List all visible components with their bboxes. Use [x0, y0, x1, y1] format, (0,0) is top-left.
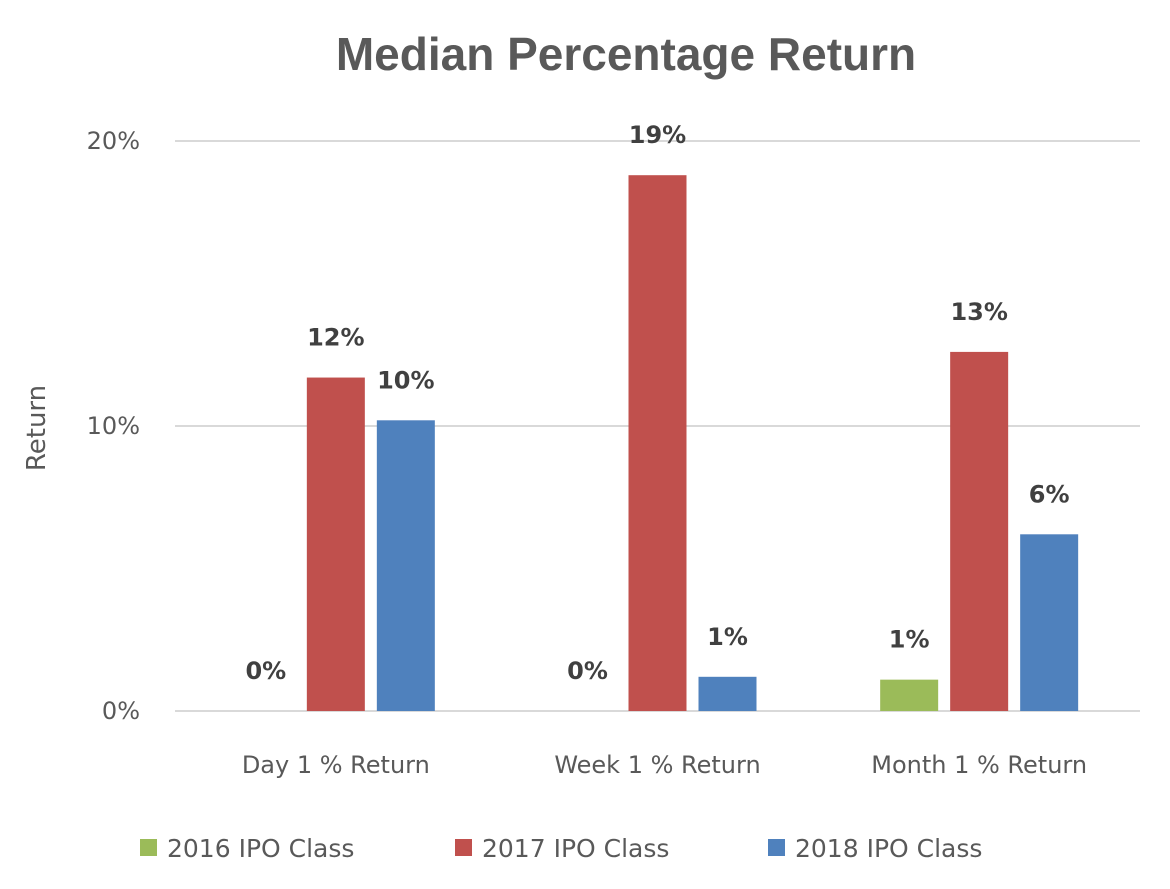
legend-swatch [768, 839, 785, 856]
data-label: 1% [707, 623, 748, 651]
x-tick-label: Day 1 % Return [242, 751, 430, 779]
x-tick-label: Month 1 % Return [871, 751, 1087, 779]
bar [950, 351, 1009, 711]
legend-label: 2018 IPO Class [795, 834, 982, 863]
data-label: 0% [245, 657, 286, 685]
bar [880, 679, 939, 711]
data-label: 13% [950, 298, 1007, 326]
legend-label: 2017 IPO Class [482, 834, 669, 863]
legend: 2016 IPO Class 2017 IPO Class 2018 IPO Cla… [140, 834, 982, 863]
bar [698, 676, 757, 711]
data-label: 10% [377, 366, 434, 394]
x-tick-labels: Day 1 % Return Week 1 % Return Month 1 % R… [242, 751, 1087, 779]
data-label: 1% [889, 626, 930, 654]
bar [628, 175, 687, 711]
data-label: 6% [1029, 480, 1070, 508]
data-label: 0% [567, 657, 608, 685]
y-tick-labels: 0% 10% 20% [87, 127, 140, 725]
data-label: 12% [307, 324, 364, 352]
bar [1020, 534, 1079, 711]
legend-item: 2016 IPO Class [140, 834, 354, 863]
bar [306, 377, 365, 711]
legend-swatch [455, 839, 472, 856]
y-tick-label: 10% [87, 412, 140, 440]
y-axis-label: Return [22, 385, 52, 471]
bars [306, 175, 1079, 711]
bar [376, 420, 435, 711]
legend-item: 2018 IPO Class [768, 834, 982, 863]
legend-item: 2017 IPO Class [455, 834, 669, 863]
data-label: 19% [629, 121, 686, 149]
chart-title: Median Percentage Return [336, 28, 916, 80]
y-tick-label: 0% [102, 697, 140, 725]
x-tick-label: Week 1 % Return [554, 751, 760, 779]
data-labels: 0% 12% 10% 0% 19% 1% 1% 13% 6% [245, 121, 1069, 685]
legend-label: 2016 IPO Class [167, 834, 354, 863]
legend-swatch [140, 839, 157, 856]
y-tick-label: 20% [87, 127, 140, 155]
